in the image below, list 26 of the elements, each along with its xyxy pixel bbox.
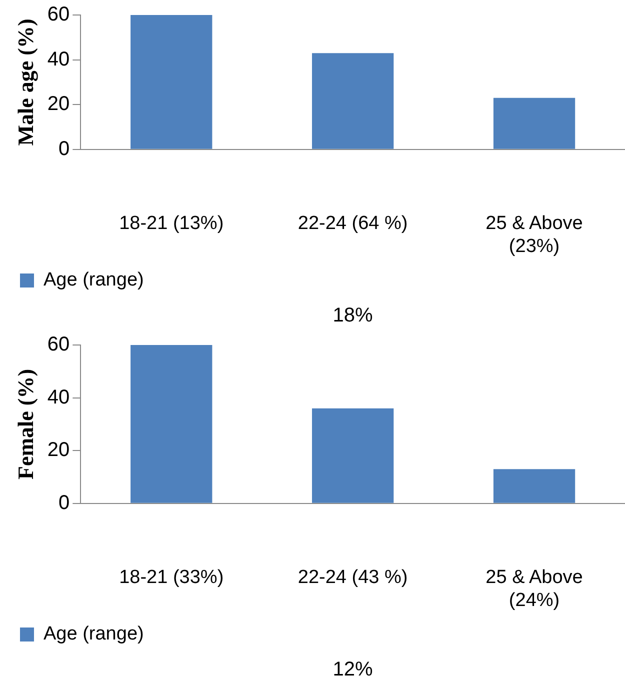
x-tick-label: 25 & Above (23%) — [486, 213, 583, 257]
y-tick-label: 20 — [47, 93, 70, 116]
y-tick-label: 0 — [58, 492, 70, 514]
y-tick-label: 60 — [47, 334, 70, 356]
y-tick-label: 60 — [47, 4, 70, 26]
y-tick-label: 0 — [58, 138, 70, 160]
x-tick-label: 22-24 (43 %) — [298, 567, 408, 588]
legend-label: Age (range) — [44, 624, 144, 645]
y-axis-title: Male age (%) — [12, 18, 38, 146]
bar — [493, 469, 576, 503]
y-axis-title: Female (%) — [12, 368, 38, 480]
bar — [130, 345, 212, 503]
bar — [312, 408, 394, 503]
x-tick-label: 25 & Above (24%) — [486, 567, 583, 611]
bar — [130, 15, 212, 149]
y-tick-label: 20 — [47, 439, 70, 462]
bar — [493, 98, 576, 149]
bar — [312, 53, 394, 149]
x-tick-label: 18-21 (33%) — [119, 567, 224, 588]
x-tick-label: 18-21 (13%) — [119, 213, 224, 234]
legend-label: Age (range) — [44, 270, 144, 291]
x-tick-label: 22-24 (64 %) — [298, 213, 408, 234]
text: 12% — [332, 658, 374, 681]
y-tick-label: 40 — [47, 48, 70, 70]
text: 18% — [332, 304, 374, 327]
y-tick-label: 40 — [47, 386, 70, 408]
